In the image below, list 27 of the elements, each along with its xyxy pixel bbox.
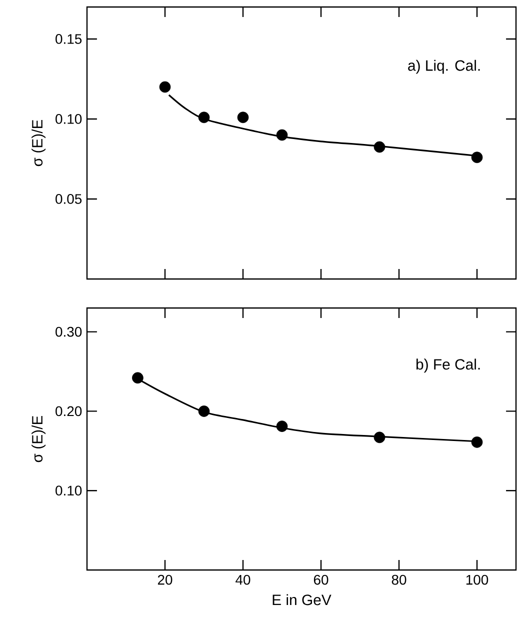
y-tick-label: 0.20 — [56, 406, 82, 416]
y-tick-label: 0.30 — [56, 326, 82, 337]
y-tick-label: 0.05 — [56, 194, 82, 204]
annotation: a) Liq. Cal. — [408, 60, 480, 74]
x-tick-label: 80 — [392, 574, 406, 585]
x-tick-label: 20 — [158, 574, 172, 585]
point — [198, 406, 210, 417]
point — [198, 112, 210, 124]
point — [471, 152, 483, 164]
point — [471, 436, 483, 448]
y-axis-title: σ (E)/E — [32, 120, 46, 166]
point — [276, 420, 288, 432]
point — [276, 129, 288, 141]
point — [374, 432, 386, 444]
y-axis-title: σ (E)/E — [32, 416, 46, 462]
x-tick-label: 100 — [466, 574, 488, 585]
point — [132, 372, 144, 384]
point — [159, 81, 171, 93]
point — [237, 112, 249, 124]
annotation: b) Fe Cal. — [416, 358, 480, 373]
point — [374, 141, 386, 153]
x-tick-label: 40 — [236, 574, 250, 585]
y-tick-label: 0.10 — [56, 486, 82, 496]
y-tick-label: 0.10 — [56, 114, 82, 124]
x-axis-title: E in GeV — [272, 594, 332, 606]
x-tick-label: 60 — [314, 574, 328, 585]
y-tick-label: 0.15 — [56, 34, 82, 44]
